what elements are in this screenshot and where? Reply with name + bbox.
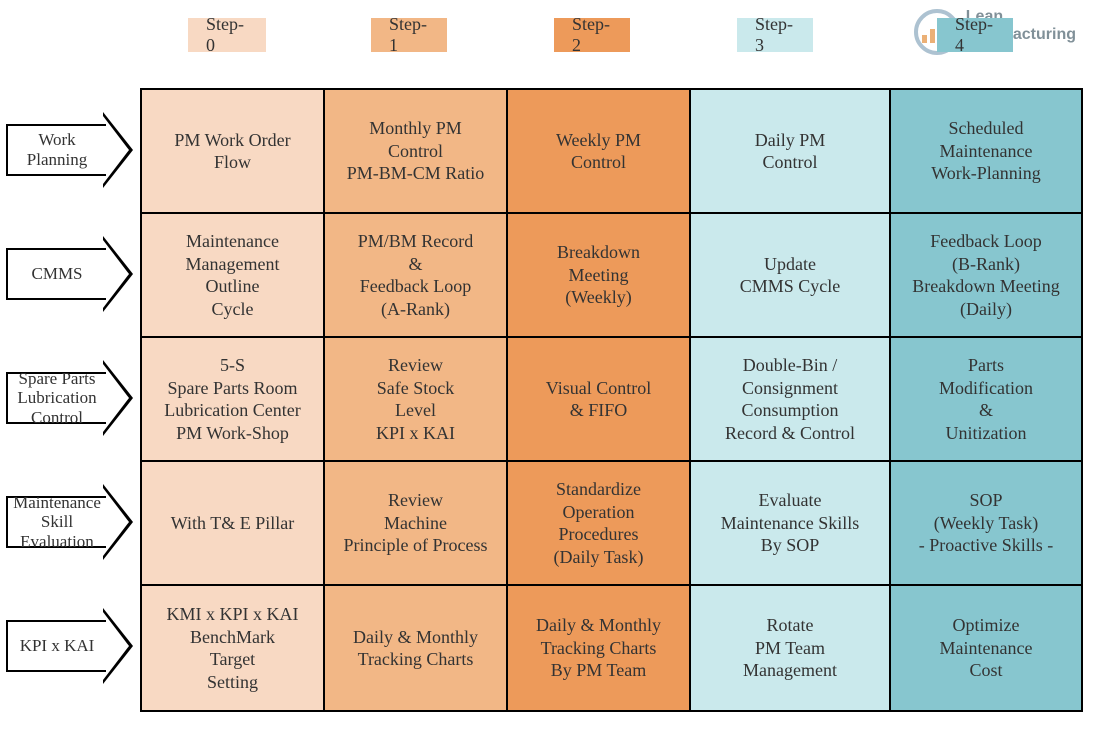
matrix-cell: Scheduled Maintenance Work-Planning — [891, 90, 1081, 214]
chevron-right-icon — [103, 236, 133, 312]
table-row: With T& E PillarReview Machine Principle… — [142, 462, 1081, 586]
matrix-cell: Maintenance Management Outline Cycle — [142, 214, 325, 338]
matrix-cell: Review Machine Principle of Process — [325, 462, 508, 586]
matrix-cell: 5-S Spare Parts Room Lubrication Center … — [142, 338, 325, 462]
matrix-cell: Double-Bin / Consignment Consumption Rec… — [691, 338, 891, 462]
matrix-cell: PM Work Order Flow — [142, 90, 325, 214]
row-header-arrow: KPI x KAI — [6, 614, 134, 678]
matrix-cell: Monthly PM Control PM-BM-CM Ratio — [325, 90, 508, 214]
matrix-cell: Breakdown Meeting (Weekly) — [508, 214, 691, 338]
matrix-cell: Update CMMS Cycle — [691, 214, 891, 338]
row-header-arrow: Spare Parts Lubrication Control — [6, 366, 134, 430]
matrix-cell: KMI x KPI x KAI BenchMark Target Setting — [142, 586, 325, 710]
step-chip-4: Step-4 — [937, 18, 1013, 52]
chevron-right-icon — [103, 360, 133, 436]
matrix-cell: Daily PM Control — [691, 90, 891, 214]
table-row: 5-S Spare Parts Room Lubrication Center … — [142, 338, 1081, 462]
table-row: PM Work Order FlowMonthly PM Control PM-… — [142, 90, 1081, 214]
matrix-cell: With T& E Pillar — [142, 462, 325, 586]
row-header-label: Spare Parts Lubrication Control — [6, 372, 106, 424]
step-chip-3: Step-3 — [737, 18, 813, 52]
row-header-arrow: Work Planning — [6, 118, 134, 182]
row-header-label: CMMS — [6, 248, 106, 300]
table-row: KMI x KPI x KAI BenchMark Target Setting… — [142, 586, 1081, 710]
row-header-label: KPI x KAI — [6, 620, 106, 672]
matrix-cell: Weekly PM Control — [508, 90, 691, 214]
table-row: Maintenance Management Outline CyclePM/B… — [142, 214, 1081, 338]
matrix-cell: Rotate PM Team Management — [691, 586, 891, 710]
chevron-right-icon — [103, 112, 133, 188]
matrix-cell: Visual Control & FIFO — [508, 338, 691, 462]
step-chip-1: Step-1 — [371, 18, 447, 52]
chevron-right-icon — [103, 608, 133, 684]
row-header-arrow: Maintenance Skill Evaluation — [6, 490, 134, 554]
matrix-cell: Feedback Loop (B-Rank) Breakdown Meeting… — [891, 214, 1081, 338]
matrix-cell: Daily & Monthly Tracking Charts — [325, 586, 508, 710]
matrix-grid: PM Work Order FlowMonthly PM Control PM-… — [140, 88, 1083, 712]
matrix-cell: SOP (Weekly Task) - Proactive Skills - — [891, 462, 1081, 586]
row-header-arrow: CMMS — [6, 242, 134, 306]
matrix-cell: Optimize Maintenance Cost — [891, 586, 1081, 710]
matrix-cell: Evaluate Maintenance Skills By SOP — [691, 462, 891, 586]
chevron-right-icon — [103, 484, 133, 560]
matrix-cell: PM/BM Record & Feedback Loop (A-Rank) — [325, 214, 508, 338]
matrix-cell: Standardize Operation Procedures (Daily … — [508, 462, 691, 586]
row-header-label: Work Planning — [6, 124, 106, 176]
step-chip-2: Step-2 — [554, 18, 630, 52]
row-header-label: Maintenance Skill Evaluation — [6, 496, 106, 548]
steps-header: Step-0 Step-1 Step-2 Step-3 Step-4 — [140, 18, 1013, 52]
step-chip-0: Step-0 — [188, 18, 266, 52]
row-headers: Work Planning CMMS Spare Parts Lubrication… — [6, 118, 134, 738]
matrix-cell: Review Safe Stock Level KPI x KAI — [325, 338, 508, 462]
matrix-cell: Parts Modification & Unitization — [891, 338, 1081, 462]
matrix-cell: Daily & Monthly Tracking Charts By PM Te… — [508, 586, 691, 710]
